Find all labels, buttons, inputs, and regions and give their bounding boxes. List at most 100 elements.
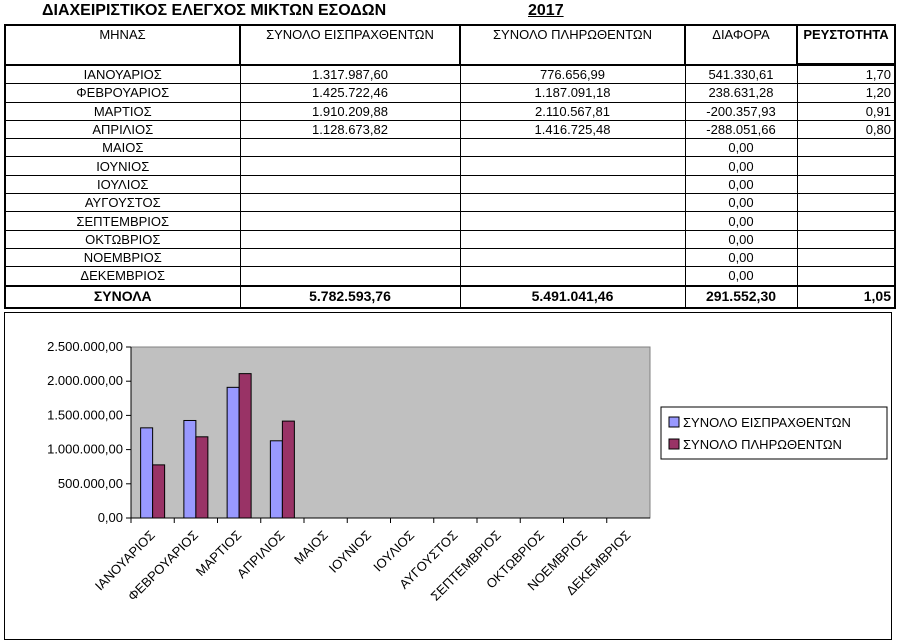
bar-paid [238,373,252,519]
cell-difference: 0,00 [684,138,798,158]
cell-difference: 0,00 [684,211,798,231]
total-month: ΣΥΝΟΛΑ [4,284,241,309]
cell-difference: 0,00 [684,174,798,195]
y-tick-label: 1.500.000,00 [47,407,123,422]
y-tick-label: 2.500.000,00 [47,339,123,354]
bar-collected [226,386,240,519]
total-collected: 5.782.593,76 [239,284,461,309]
table-row: ΙΟΥΝΙΟΣ 0,00 [4,156,896,176]
cell-month: ΙΟΥΛΙΟΣ [4,174,241,195]
cell-month: ΑΥΓΟΥΣΤΟΣ [4,193,241,213]
table-header-row: ΜΗΝΑΣ ΣΥΝΟΛΟ ΕΙΣΠΡΑΧΘΕΝΤΩΝ ΣΥΝΟΛΟ ΠΛΗΡΩΘΕΝ… [4,24,896,66]
cell-month: ΣΕΠΤΕΜΒΡΙΟΣ [4,211,241,231]
cell-paid [459,156,686,176]
y-tick-label: 0,00 [98,510,123,525]
cell-paid: 776.656,99 [459,63,686,85]
cell-month: ΙΟΥΝΙΟΣ [4,156,241,176]
x-tick-label: ΙΟΥΝΙΟΣ [326,528,374,576]
cell-liquidity [796,266,896,287]
cell-liquidity [796,247,896,268]
table-row: ΙΟΥΛΙΟΣ 0,00 [4,174,896,195]
cell-collected [239,174,461,195]
cell-collected: 1.128.673,82 [239,119,461,140]
y-tick-label: 1.000.000,00 [47,442,123,457]
cell-difference: -200.357,93 [684,101,798,121]
cell-liquidity [796,138,896,158]
total-difference: 291.552,30 [684,284,798,309]
cell-collected [239,229,461,249]
y-tick-label: 500.000,00 [58,476,123,491]
table-row: ΑΥΓΟΥΣΤΟΣ 0,00 [4,193,896,213]
cell-difference: 0,00 [684,156,798,176]
cell-month: ΝΟΕΜΒΡΙΟΣ [4,247,241,268]
cell-collected [239,156,461,176]
cell-collected [239,138,461,158]
summary-table-body: ΜΗΝΑΣ ΣΥΝΟΛΟ ΕΙΣΠΡΑΧΘΕΝΤΩΝ ΣΥΝΟΛΟ ΠΛΗΡΩΘΕΝ… [4,24,896,309]
cell-month: ΦΕΒΡΟΥΑΡΙΟΣ [4,83,241,103]
bar-collected [140,427,154,519]
chart: 0,00 500.000,00 1.000.000,00 1.500.000,00 2.… [4,312,892,640]
cell-paid [459,174,686,195]
cell-month: ΟΚΤΩΒΡΙΟΣ [4,229,241,249]
cell-month: ΜΑΡΤΙΟΣ [4,101,241,121]
legend-swatch [668,416,680,428]
header-collected: ΣΥΝΟΛΟ ΕΙΣΠΡΑΧΘΕΝΤΩΝ [239,24,461,66]
x-tick-label: ΑΠΡΙΛΙΟΣ [234,528,288,582]
cell-paid [459,138,686,158]
cell-paid [459,247,686,268]
cell-collected: 1.425.722,46 [239,83,461,103]
cell-liquidity [796,193,896,213]
cell-liquidity: 1,70 [796,63,896,85]
table-row: ΦΕΒΡΟΥΑΡΙΟΣ 1.425.722,46 1.187.091,18 238.6… [4,83,896,103]
plot-area [130,346,651,519]
total-paid: 5.491.041,46 [459,284,686,309]
cell-month: ΜΑΙΟΣ [4,138,241,158]
table-row: ΜΑΙΟΣ 0,00 [4,138,896,158]
header-difference: ΔΙΑΦΟΡΑ [684,24,798,66]
table-row: ΟΚΤΩΒΡΙΟΣ 0,00 [4,229,896,249]
x-tick-label: ΜΑΙΟΣ [291,528,331,568]
chart-svg: 0,00 500.000,00 1.000.000,00 1.500.000,00 2.… [47,339,888,604]
totals-row: ΣΥΝΟΛΑ 5.782.593,76 5.491.041,46 291.552,30… [4,284,896,309]
legend-label: ΣΥΝΟΛΟ ΠΛΗΡΩΘΕΝΤΩΝ [683,437,842,452]
table-row: ΜΑΡΤΙΟΣ 1.910.209,88 2.110.567,81 -200.357,… [4,101,896,121]
bar-paid [281,420,295,519]
bar-collected [183,419,197,519]
bar-collected [269,440,283,519]
cell-difference: -288.051,66 [684,119,798,140]
cell-paid [459,229,686,249]
table-row: ΣΕΠΤΕΜΒΡΙΟΣ 0,00 [4,211,896,231]
cell-month: ΙΑΝΟΥΑΡΙΟΣ [4,63,241,85]
cell-collected [239,247,461,268]
cell-difference: 541.330,61 [684,63,798,85]
cell-paid: 2.110.567,81 [459,101,686,121]
report-title: ΔΙΑΧΕΙΡΙΣΤΙΚΟΣ ΕΛΕΓΧΟΣ ΜΙΚΤΩΝ ΕΣΟΔΩΝ [42,2,387,19]
header-paid: ΣΥΝΟΛΟ ΠΛΗΡΩΘΕΝΤΩΝ [459,24,686,66]
cell-collected [239,193,461,213]
cell-collected: 1.317.987,60 [239,63,461,85]
legend-label: ΣΥΝΟΛΟ ΕΙΣΠΡΑΧΘΕΝΤΩΝ [683,415,851,430]
cell-liquidity: 1,20 [796,83,896,103]
cell-paid [459,193,686,213]
summary-table: ΜΗΝΑΣ ΣΥΝΟΛΟ ΕΙΣΠΡΑΧΘΕΝΤΩΝ ΣΥΝΟΛΟ ΠΛΗΡΩΘΕΝ… [4,24,896,309]
cell-difference: 0,00 [684,266,798,287]
table-row: ΙΑΝΟΥΑΡΙΟΣ 1.317.987,60 776.656,99 541.330,… [4,63,896,85]
cell-liquidity [796,229,896,249]
table-row: ΝΟΕΜΒΡΙΟΣ 0,00 [4,247,896,268]
cell-liquidity [796,211,896,231]
cell-difference: 0,00 [684,229,798,249]
cell-paid: 1.187.091,18 [459,83,686,103]
cell-liquidity [796,156,896,176]
legend-box [660,406,888,460]
cell-collected [239,211,461,231]
table-row: ΑΠΡΙΛΙΟΣ 1.128.673,82 1.416.725,48 -288.051… [4,119,896,140]
cell-difference: 0,00 [684,193,798,213]
header-month: ΜΗΝΑΣ [4,24,241,66]
bar-paid [152,464,166,519]
legend-swatch [668,438,680,450]
table-row: ΔΕΚΕΜΒΡΙΟΣ 0,00 [4,266,896,287]
y-tick-label: 2.000.000,00 [47,373,123,388]
cell-paid [459,211,686,231]
cell-paid: 1.416.725,48 [459,119,686,140]
bar-paid [195,436,209,519]
